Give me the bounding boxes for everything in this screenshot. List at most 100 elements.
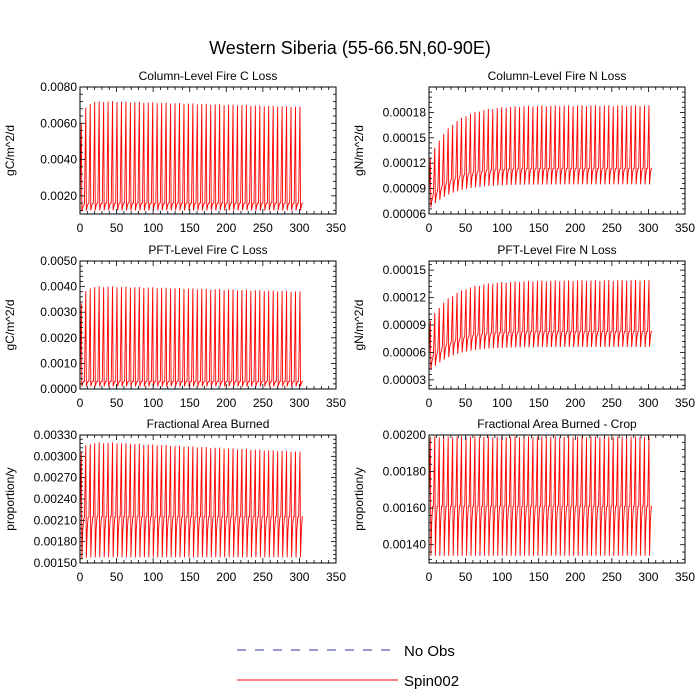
x-tick-label: 200 bbox=[565, 221, 585, 235]
x-tick-label: 300 bbox=[289, 570, 309, 584]
y-tick-label: 0.0040 bbox=[40, 153, 77, 167]
x-tick-label: 300 bbox=[289, 396, 309, 410]
x-tick-label: 50 bbox=[459, 570, 473, 584]
series-line-spin002 bbox=[428, 436, 653, 556]
x-tick-label: 200 bbox=[565, 570, 585, 584]
y-axis-label: gC/m^2/d bbox=[3, 300, 17, 351]
y-tick-label: 0.00330 bbox=[34, 428, 78, 442]
x-tick-label: 50 bbox=[110, 221, 124, 235]
y-tick-label: 0.0050 bbox=[40, 254, 77, 268]
panel-title: Column-Level Fire C Loss bbox=[139, 69, 278, 83]
plot-frame bbox=[79, 260, 337, 390]
plot-frame bbox=[428, 86, 686, 215]
y-tick-label: 0.00180 bbox=[383, 465, 427, 479]
panel-2: 0 50 100 150 200 250 300 350 0.00006 0.00009 0.000… bbox=[352, 69, 695, 235]
panel-3: 0 50 100 150 200 250 300 350 0.0000 0.0010 0.0020 0… bbox=[3, 243, 346, 410]
y-tick-label: 0.0020 bbox=[40, 189, 77, 203]
y-tick-label: 0.00018 bbox=[383, 105, 427, 119]
x-tick-label: 350 bbox=[675, 396, 695, 410]
panel-title: PFT-Level Fire C Loss bbox=[148, 243, 267, 257]
x-tick-label: 350 bbox=[675, 221, 695, 235]
x-tick-label: 250 bbox=[602, 570, 622, 584]
plot-frame bbox=[428, 434, 686, 564]
y-tick-label: 0.0000 bbox=[40, 382, 77, 396]
y-tick-label: 0.00006 bbox=[383, 207, 427, 221]
y-tick-label: 0.00300 bbox=[34, 449, 78, 463]
y-tick-label: 0.00015 bbox=[383, 263, 427, 277]
y-tick-label: 0.00240 bbox=[34, 492, 78, 506]
x-tick-label: 200 bbox=[216, 221, 236, 235]
series-line-spin002 bbox=[79, 442, 304, 559]
y-tick-label: 0.0010 bbox=[40, 356, 77, 370]
x-tick-label: 200 bbox=[216, 570, 236, 584]
x-tick-label: 100 bbox=[143, 221, 163, 235]
x-tick-label: 300 bbox=[289, 221, 309, 235]
legend: No Obs Spin002 bbox=[237, 643, 459, 690]
x-tick-label: 350 bbox=[675, 570, 695, 584]
panels: 0 50 100 150 200 250 300 350 0.0020 0.0040 0.0060 0… bbox=[3, 69, 695, 584]
x-tick-label: 250 bbox=[253, 570, 273, 584]
x-tick-label: 50 bbox=[110, 570, 124, 584]
x-tick-label: 350 bbox=[326, 570, 346, 584]
x-tick-label: 50 bbox=[459, 396, 473, 410]
x-tick-label: 0 bbox=[77, 570, 84, 584]
x-tick-label: 50 bbox=[110, 396, 124, 410]
x-tick-label: 200 bbox=[565, 396, 585, 410]
x-tick-label: 150 bbox=[529, 570, 549, 584]
x-tick-label: 250 bbox=[602, 396, 622, 410]
x-tick-label: 300 bbox=[638, 570, 658, 584]
x-tick-label: 350 bbox=[326, 221, 346, 235]
x-tick-label: 350 bbox=[326, 396, 346, 410]
x-tick-label: 250 bbox=[602, 221, 622, 235]
x-tick-label: 0 bbox=[426, 396, 433, 410]
legend-item-spin002: Spin002 bbox=[237, 673, 459, 690]
x-tick-label: 0 bbox=[426, 221, 433, 235]
x-tick-label: 300 bbox=[638, 396, 658, 410]
plot-frame bbox=[428, 260, 686, 390]
x-tick-label: 250 bbox=[253, 396, 273, 410]
x-tick-label: 0 bbox=[77, 396, 84, 410]
panel-title: PFT-Level Fire N Loss bbox=[497, 243, 616, 257]
y-tick-label: 0.0020 bbox=[40, 331, 77, 345]
y-tick-label: 0.00160 bbox=[383, 501, 427, 515]
y-tick-label: 0.00140 bbox=[383, 538, 427, 552]
panel-1: 0 50 100 150 200 250 300 350 0.0020 0.0040 0.0060 0… bbox=[3, 69, 346, 235]
panel-title: Fractional Area Burned bbox=[147, 417, 270, 431]
y-tick-label: 0.00200 bbox=[383, 428, 427, 442]
y-axis-label: gN/m^2/d bbox=[352, 300, 366, 351]
x-tick-label: 100 bbox=[143, 396, 163, 410]
series-line-spin002 bbox=[428, 105, 653, 208]
x-tick-label: 250 bbox=[253, 221, 273, 235]
y-tick-label: 0.00150 bbox=[34, 556, 78, 570]
panel-title: Fractional Area Burned - Crop bbox=[477, 417, 637, 431]
y-axis-label: proportion/y bbox=[352, 467, 366, 530]
panel-4: 0 50 100 150 200 250 300 350 0.00003 0.00006 0.000… bbox=[352, 243, 695, 410]
y-tick-label: 0.00009 bbox=[383, 182, 427, 196]
y-axis-label: gC/m^2/d bbox=[3, 125, 17, 176]
y-tick-label: 0.0060 bbox=[40, 116, 77, 130]
x-tick-label: 0 bbox=[426, 570, 433, 584]
y-axis-label: gN/m^2/d bbox=[352, 125, 366, 176]
y-tick-label: 0.0080 bbox=[40, 80, 77, 94]
series-line-spin002 bbox=[79, 286, 304, 387]
x-tick-label: 0 bbox=[77, 221, 84, 235]
x-tick-label: 150 bbox=[529, 396, 549, 410]
x-tick-label: 100 bbox=[492, 396, 512, 410]
series-line-spin002 bbox=[79, 101, 304, 212]
y-tick-label: 0.00003 bbox=[383, 373, 427, 387]
y-tick-label: 0.00270 bbox=[34, 471, 78, 485]
y-tick-label: 0.00012 bbox=[383, 156, 427, 170]
x-tick-label: 50 bbox=[459, 221, 473, 235]
x-tick-label: 100 bbox=[143, 570, 163, 584]
y-tick-label: 0.00210 bbox=[34, 513, 78, 527]
x-tick-label: 150 bbox=[180, 221, 200, 235]
y-axis-label: proportion/y bbox=[3, 467, 17, 530]
panel-title: Column-Level Fire N Loss bbox=[488, 69, 627, 83]
y-tick-label: 0.00180 bbox=[34, 535, 78, 549]
x-tick-label: 150 bbox=[529, 221, 549, 235]
y-tick-label: 0.00012 bbox=[383, 291, 427, 305]
series-line-spin002 bbox=[428, 279, 653, 371]
y-tick-label: 0.0030 bbox=[40, 305, 77, 319]
panel-5: 0 50 100 150 200 250 300 350 0.00150 0.00180 0.002… bbox=[3, 417, 346, 584]
